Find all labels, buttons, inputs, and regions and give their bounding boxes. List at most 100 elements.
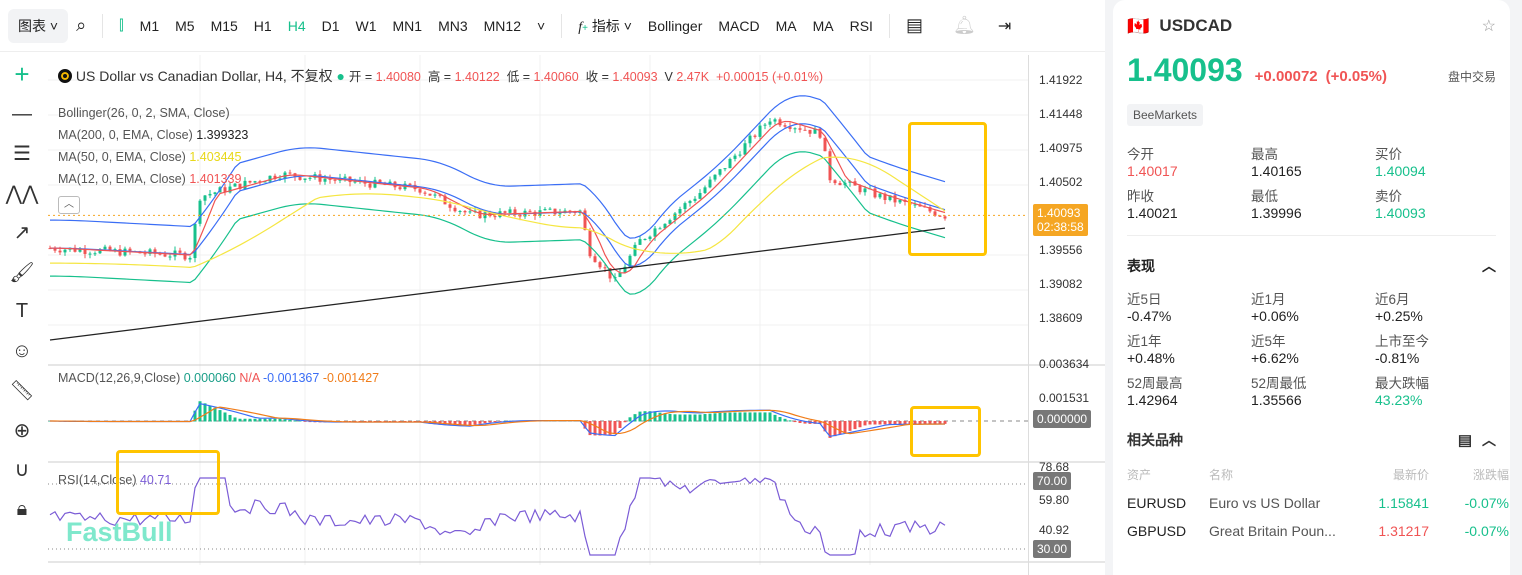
lock-drawings-icon[interactable]: 🔒︎ (16, 497, 28, 520)
related-row[interactable]: GBPUSD Great Britain Poun... 1.31217 -0.07% (1127, 523, 1509, 539)
ma12-legend[interactable]: MA(12, 0, EMA, Close) 1.401339 (58, 172, 241, 186)
magnet-icon[interactable]: ∪ (14, 459, 30, 482)
candle (103, 246, 107, 250)
timeframe-mn12[interactable]: MN12 (483, 17, 521, 34)
macd-histogram-bar (763, 412, 767, 422)
fullscreen-icon[interactable]: ⇥ (997, 17, 1012, 35)
performance-title: 表现 (1127, 258, 1155, 274)
candle (718, 169, 722, 175)
timeframe-m5[interactable]: M5 (175, 17, 195, 34)
list-icon[interactable]: ▤ (1457, 432, 1472, 449)
related-row[interactable]: EURUSD Euro vs US Dollar 1.15841 -0.07% (1127, 495, 1509, 511)
macd-histogram-bar (288, 420, 292, 422)
rsi-value: 40.71 (139, 473, 172, 487)
volume-label: V (664, 70, 673, 84)
emoji-icon[interactable]: ☺ (11, 339, 33, 362)
candle (443, 195, 447, 205)
macd-histogram-bar (883, 421, 887, 425)
candle (733, 155, 737, 159)
indicator-macd[interactable]: MACD (718, 17, 760, 34)
candle (258, 181, 262, 183)
macd-histogram-bar (268, 418, 272, 422)
candle (713, 174, 717, 180)
brush-icon[interactable]: 🖌︎ (9, 261, 35, 284)
indicator-ma[interactable]: MA (775, 17, 797, 34)
chart-legend: US Dollar vs Canadian Dollar, H4, 不复权 ● … (58, 66, 823, 86)
macd-histogram-bar (843, 421, 847, 433)
horizontal-line-icon[interactable]: — (12, 102, 32, 125)
timeframe-m15[interactable]: M15 (210, 17, 238, 34)
collapse-legend-chevron-icon[interactable]: ︿ (58, 196, 80, 214)
indicator-bollinger[interactable]: Bollinger (647, 17, 703, 34)
candle (353, 181, 357, 183)
candle (298, 176, 302, 180)
fib-lines-icon[interactable]: ☰ (13, 143, 31, 166)
timeframe-h1[interactable]: H1 (253, 17, 272, 34)
candle (838, 183, 842, 186)
candle (628, 255, 632, 267)
candle (308, 177, 312, 179)
candle (813, 128, 817, 134)
performance-label: 上市至今 (1375, 334, 1429, 349)
candle (243, 180, 247, 189)
bollinger-legend[interactable]: Bollinger(26, 0, 2, SMA, Close) (58, 106, 230, 120)
macd-histogram-bar (778, 417, 782, 422)
candle (73, 247, 77, 252)
candle (78, 249, 82, 252)
timeframe-w1[interactable]: W1 (355, 17, 377, 34)
timeframe-mn1[interactable]: MN1 (392, 17, 423, 34)
layout-icon[interactable]: ▤ (905, 15, 923, 35)
candle (238, 183, 242, 189)
stat-item: 昨收 1.40021 (1127, 185, 1251, 221)
search-icon[interactable]: ⌕ (76, 15, 87, 35)
macd-histogram-bar (463, 421, 467, 426)
price-axis-label: 1.38609 (1039, 311, 1083, 325)
timeframe-mn3[interactable]: MN3 (438, 17, 468, 34)
macd-histogram-bar (198, 401, 202, 422)
timeframe-h4[interactable]: H4 (287, 17, 306, 34)
timeframe-m1[interactable]: M1 (139, 17, 160, 34)
macd-histogram-bar (293, 420, 297, 422)
performance-item: 近1年 +0.48% (1127, 330, 1251, 366)
candlestick-icon[interactable]: ⫿ (119, 17, 124, 33)
zoom-in-icon[interactable]: ⊕ (13, 419, 31, 442)
volume-value: 2.47K (676, 70, 710, 84)
low-label: 低 = (506, 70, 530, 84)
high-value: 1.40122 (454, 70, 500, 84)
ruler-icon[interactable]: 📏︎ (9, 380, 35, 403)
text-icon[interactable]: T (15, 300, 29, 323)
candle (888, 195, 892, 201)
collapse-chevron-icon[interactable]: ︿ (1482, 432, 1496, 448)
chart-menu-button[interactable]: 图表 ˅ (8, 8, 69, 43)
candle (753, 135, 757, 137)
pattern-icon[interactable]: ⋀⋀ (5, 182, 39, 205)
crosshair-icon[interactable]: + (14, 59, 30, 90)
favorite-star-icon[interactable]: ☆ (1481, 18, 1496, 35)
price-chart[interactable] (0, 0, 1105, 575)
trend-icon[interactable]: ↗ (13, 222, 31, 245)
candle (418, 189, 422, 193)
timeframe-d1[interactable]: D1 (321, 17, 340, 34)
indicators-button[interactable]: f+ 指标 ˅ (578, 17, 632, 35)
alert-bell-icon[interactable]: 🔔︎ (952, 15, 976, 35)
ma50-legend[interactable]: MA(50, 0, EMA, Close) 1.403445 (58, 150, 241, 164)
price-axis[interactable]: 1.41922 1.41448 1.40975 1.40502 1.39556 1.390… (1028, 55, 1105, 575)
candle (453, 207, 457, 212)
performance-header[interactable]: 表现 ︿ (1127, 256, 1496, 276)
candle (603, 267, 607, 269)
macd-signal-line (49, 406, 946, 435)
collapse-chevron-icon[interactable]: ︿ (1482, 258, 1496, 274)
candle (343, 176, 347, 178)
symbol-header: 🇨🇦 USDCAD ☆ (1127, 0, 1496, 52)
ma12-value: 1.401339 (189, 172, 242, 186)
macd-histogram-bar (273, 418, 277, 422)
ma200-legend[interactable]: MA(200, 0, EMA, Close) 1.399323 (58, 128, 248, 142)
low-value: 1.40060 (533, 70, 579, 84)
timeframe-more-chevron-icon[interactable]: ˅ (537, 17, 546, 34)
candle (698, 192, 702, 199)
macd-legend[interactable]: MACD(12,26,9,Close) 0.000060 N/A -0.0013… (58, 371, 379, 385)
indicator-rsi[interactable]: RSI (849, 17, 873, 34)
macd-histogram-bar (613, 421, 617, 435)
indicator-ma[interactable]: MA (812, 17, 834, 34)
macd-histogram-bar (848, 421, 852, 431)
